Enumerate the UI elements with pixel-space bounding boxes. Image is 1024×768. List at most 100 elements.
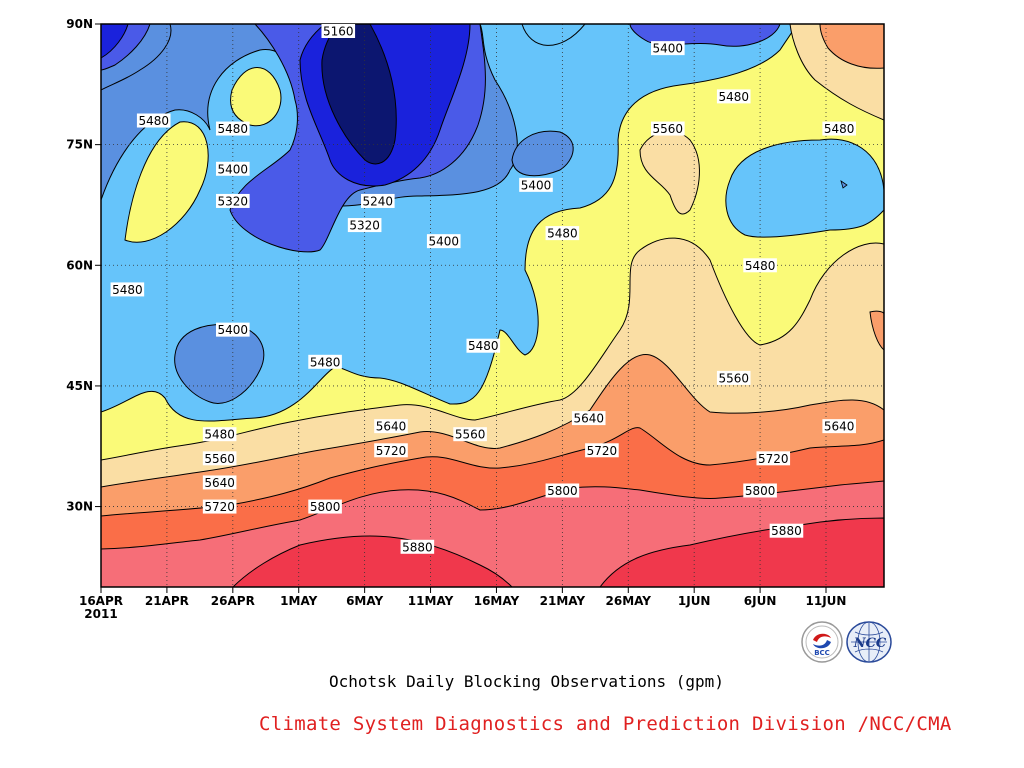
contour-label: 5480 bbox=[547, 227, 578, 241]
contour-label-box bbox=[216, 121, 250, 136]
contour-label-box bbox=[651, 41, 685, 56]
contour-label-box bbox=[216, 161, 250, 176]
x-tick-label: 6JUN bbox=[744, 594, 777, 608]
contour-label: 5640 bbox=[824, 420, 855, 434]
contour-label-box bbox=[585, 443, 619, 458]
fill-band-above-5880-west bbox=[232, 535, 513, 587]
contour-label: 5480 bbox=[112, 283, 143, 297]
fill-notch-east-right bbox=[840, 180, 848, 189]
fill-band-above-5880-east bbox=[599, 517, 884, 587]
contour-label: 5640 bbox=[204, 476, 235, 490]
fill-island-5400-east bbox=[725, 138, 884, 238]
contour-label-box bbox=[202, 499, 237, 514]
contour-label-box bbox=[308, 499, 342, 514]
contour-label-box bbox=[769, 523, 804, 538]
contour-label-box bbox=[453, 427, 487, 442]
x-axis: 16APR 21APR 26APR 1MAY 6MAY 11MAY 16MAY 21MAY 26… bbox=[79, 587, 846, 621]
contour-label: 5480 bbox=[204, 428, 235, 442]
contour-label-box bbox=[716, 89, 751, 104]
x-tick-label: 26MAY bbox=[606, 594, 652, 608]
fill-notch-5880 bbox=[555, 580, 590, 587]
contour-label-box bbox=[571, 411, 606, 426]
contour-label-box bbox=[361, 193, 395, 208]
ncc-logo: NCC bbox=[846, 621, 892, 663]
contour-label: 5320 bbox=[218, 194, 249, 208]
y-tick-label: 45N bbox=[66, 379, 93, 393]
fill-island-5560-mid bbox=[124, 121, 209, 243]
contour-label-box bbox=[545, 483, 580, 498]
x-tick-label: 16MAY bbox=[474, 594, 520, 608]
fill-band-5400-5480 bbox=[101, 24, 798, 422]
contour-label-box bbox=[519, 177, 553, 192]
ncc-logo-text: NCC bbox=[853, 636, 887, 651]
plot-frame bbox=[100, 23, 885, 588]
fill-island-5400-southwest bbox=[174, 323, 265, 404]
fill-notch-5640-east bbox=[869, 310, 884, 351]
contour-label-layer: 5160 5480 5480 5400 5320 5240 5320 5400 5400 5480… bbox=[110, 24, 856, 554]
fill-island-5400-mid bbox=[511, 130, 574, 177]
contour-label: 5880 bbox=[771, 524, 802, 538]
contour-label-box bbox=[743, 483, 777, 498]
x-tick-label: 6MAY bbox=[346, 594, 383, 608]
contour-label-box bbox=[822, 121, 856, 136]
contour-label-box bbox=[216, 193, 250, 208]
contour-label-box bbox=[426, 234, 461, 249]
contour-label: 5800 bbox=[310, 500, 341, 514]
contour-label: 5640 bbox=[573, 412, 604, 426]
contour-label: 5720 bbox=[758, 452, 789, 466]
x-tick-label: 21APR bbox=[145, 594, 189, 608]
contour-label-box bbox=[374, 419, 408, 434]
contour-label-box bbox=[716, 370, 751, 385]
x-tick-label: 11MAY bbox=[408, 594, 454, 608]
contour-label: 5400 bbox=[218, 323, 249, 337]
y-tick-label: 90N bbox=[66, 17, 93, 31]
contour-label-box bbox=[308, 354, 342, 369]
contour-label: 5640 bbox=[376, 420, 407, 434]
contour-label: 5720 bbox=[587, 444, 618, 458]
contour-label-box bbox=[216, 322, 250, 337]
contour-label: 5560 bbox=[718, 371, 749, 385]
contour-label-box bbox=[756, 451, 791, 466]
x-tick-label: 21MAY bbox=[540, 594, 586, 608]
contour-label-box bbox=[400, 539, 435, 554]
y-tick-label: 30N bbox=[66, 500, 93, 514]
contour-label: 5720 bbox=[204, 500, 235, 514]
contour-label: 5480 bbox=[218, 122, 249, 136]
contour-label: 5480 bbox=[468, 339, 499, 353]
x-tick-label: 1MAY bbox=[280, 594, 317, 608]
x-year-label: 2011 bbox=[84, 607, 117, 621]
contour-label: 5480 bbox=[138, 114, 169, 128]
contour-label-box bbox=[110, 282, 145, 297]
chart-title: Ochotsk Daily Blocking Observations (gpm… bbox=[329, 672, 724, 691]
contour-label-box bbox=[743, 258, 777, 273]
contour-label-box bbox=[347, 218, 382, 233]
contour-label-box bbox=[202, 427, 237, 442]
plot-area bbox=[101, 24, 884, 587]
contour-label: 5400 bbox=[428, 235, 459, 249]
contour-label-box bbox=[651, 121, 685, 136]
contour-label: 5400 bbox=[218, 162, 249, 176]
contour-label: 5880 bbox=[402, 540, 433, 554]
contour-label-box bbox=[202, 475, 237, 490]
contour-label: 5800 bbox=[745, 484, 776, 498]
contour-label-box bbox=[466, 338, 501, 353]
contour-label-box bbox=[202, 451, 237, 466]
contour-label: 5480 bbox=[310, 355, 341, 369]
fill-region-5400-northeast bbox=[629, 24, 781, 47]
contour-label: 5560 bbox=[455, 428, 486, 442]
fill-island-5480-north bbox=[230, 67, 282, 127]
contour-label: 5400 bbox=[521, 178, 552, 192]
contour-label-box bbox=[374, 443, 408, 458]
contour-label: 5480 bbox=[824, 122, 855, 136]
y-tick-label: 75N bbox=[66, 138, 93, 152]
contour-label-box bbox=[545, 226, 580, 241]
x-tick-label: 11JUN bbox=[806, 594, 847, 608]
credit-line: Climate System Diagnostics and Predictio… bbox=[259, 713, 952, 735]
contour-label: 5480 bbox=[745, 259, 776, 273]
contour-label: 5320 bbox=[349, 219, 380, 233]
contour-label-box bbox=[136, 113, 171, 128]
contour-label: 5480 bbox=[718, 90, 749, 104]
x-tick-label: 26APR bbox=[211, 594, 255, 608]
fill-island-5640-farnortheast bbox=[819, 24, 884, 69]
contour-label: 5400 bbox=[653, 42, 684, 56]
